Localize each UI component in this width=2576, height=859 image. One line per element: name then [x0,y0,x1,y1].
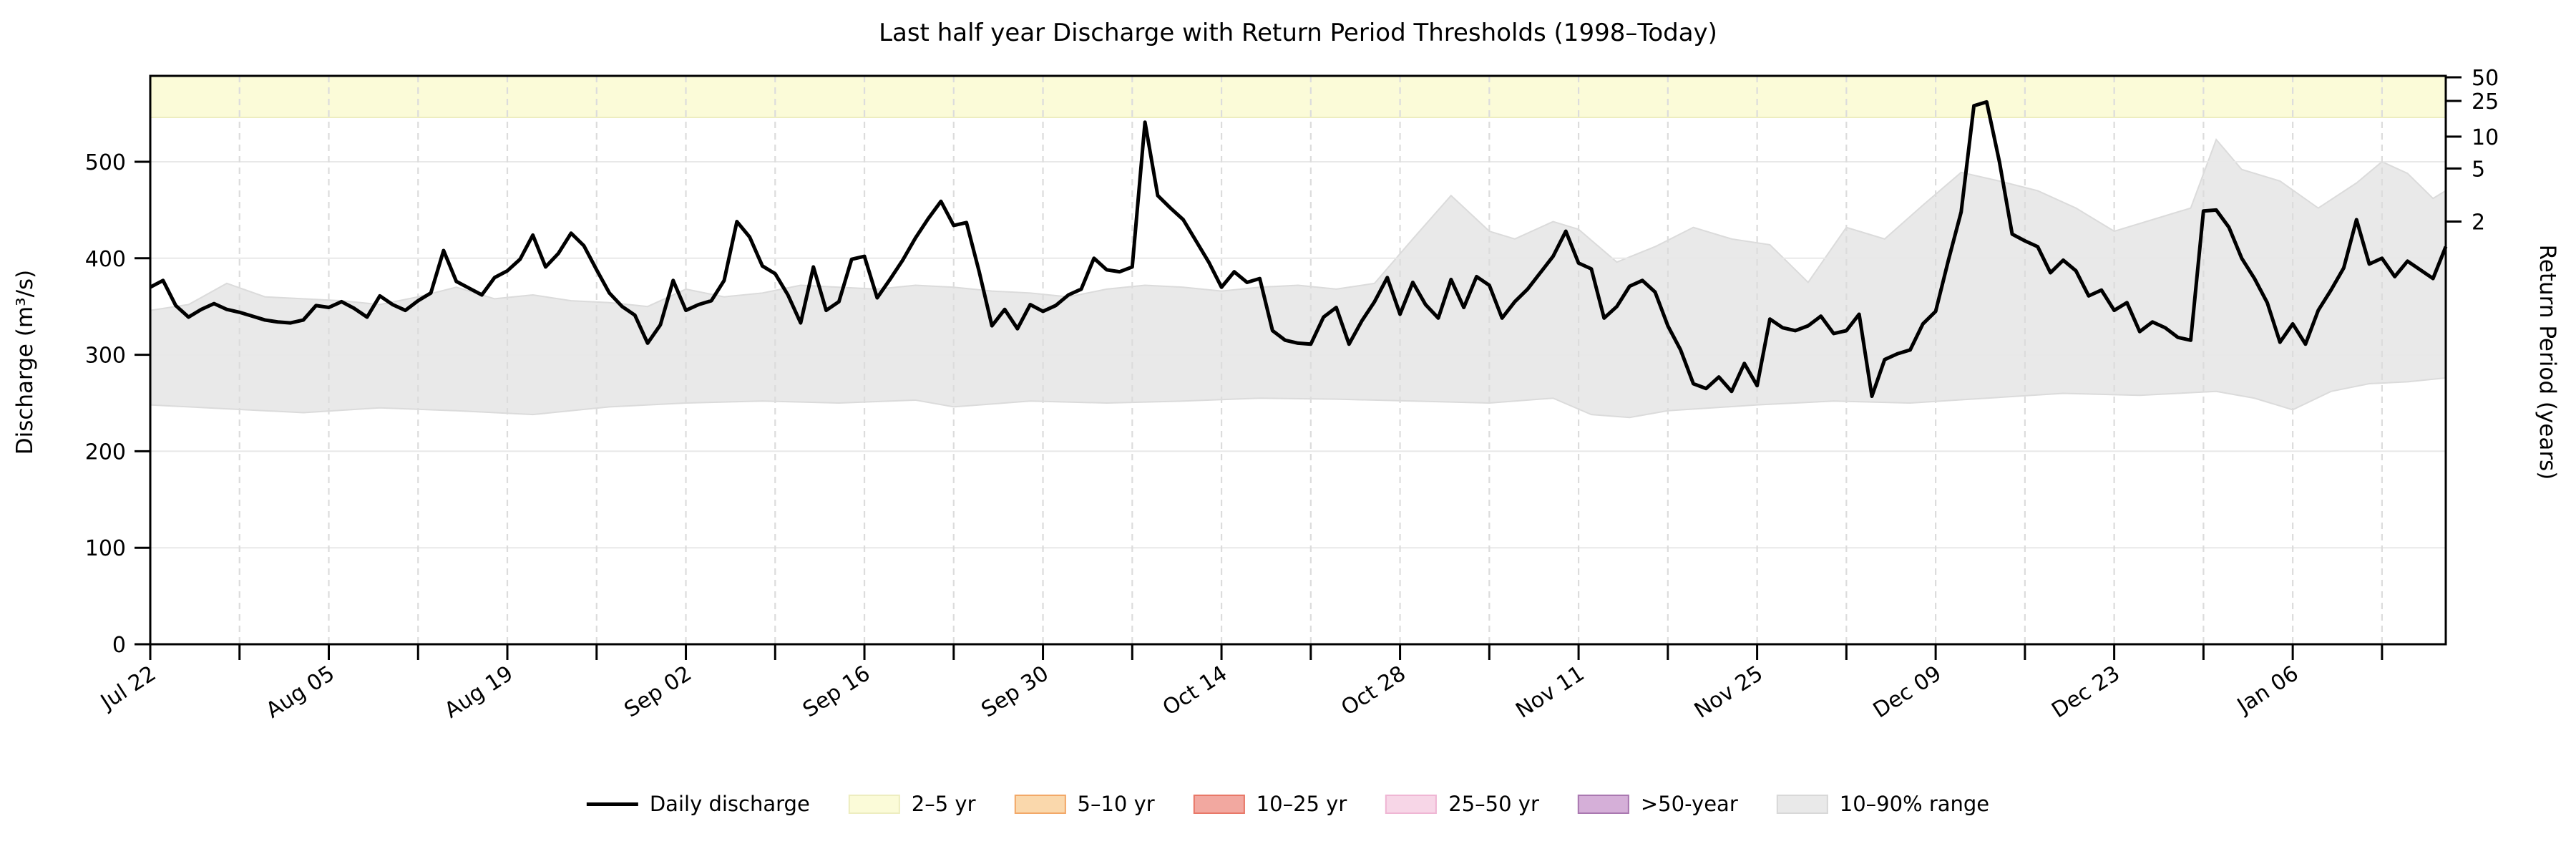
x-tick-label: Nov 25 [1690,661,1767,723]
return-period-tick-label: 5 [2472,157,2485,182]
return-period-tick-label: 25 [2472,89,2499,115]
legend-item--50-year: >50-year [1577,792,1738,816]
x-tick-label: Oct 28 [1337,661,1410,721]
legend-item-2-5-yr: 2–5 yr [848,792,976,816]
y-tick-label: 100 [85,536,126,561]
x-tick-label: Aug 05 [262,661,339,723]
plot-frame [149,74,2447,646]
x-tick-label: Jul 22 [95,661,160,715]
x-tick-label: Dec 23 [2047,661,2124,723]
y-tick-label: 400 [85,247,126,272]
return-period-tick-label: 2 [2472,210,2485,236]
x-tick-label: Dec 09 [1869,661,1946,723]
legend-label: 10–25 yr [1256,792,1347,816]
x-tick-label: Aug 19 [440,661,517,723]
legend-item-25-50-yr: 25–50 yr [1385,792,1539,816]
daily-discharge-line [149,100,2448,399]
legend-patch-swatch [1385,794,1438,814]
x-tick-label: Sep 16 [799,661,875,722]
legend-label: 25–50 yr [1448,792,1539,816]
x-tick-label: Sep 02 [620,661,696,722]
chart-title: Last half year Discharge with Return Per… [879,19,1717,47]
return-period-tick-label: 10 [2472,125,2499,150]
y-tick-label: 200 [85,440,126,465]
legend-patch-swatch [1776,794,1828,814]
x-tick-label: Nov 11 [1511,661,1589,723]
x-tick-label: Oct 14 [1158,661,1232,721]
legend-patch-swatch [848,794,900,814]
x-tick-label: Jan 06 [2232,661,2303,719]
legend-label: >50-year [1640,792,1738,816]
legend-label: Daily discharge [649,792,810,816]
legend-label: 10–90% range [1839,792,1990,816]
return-period-tick-label: 50 [2472,66,2499,91]
legend-item-10-25-yr: 10–25 yr [1193,792,1347,816]
legend-item-10-90-range: 10–90% range [1776,792,1990,816]
x-tick-label: Sep 30 [977,661,1053,722]
y-tick-label: 0 [112,633,126,658]
y-tick-label: 300 [85,344,126,369]
legend-patch-swatch [1193,794,1245,814]
legend-patch-swatch [1014,794,1066,814]
legend-item-daily-discharge: Daily discharge [586,792,810,816]
y-tick-label: 500 [85,150,126,175]
legend-item-5-10-yr: 5–10 yr [1014,792,1155,816]
legend-patch-swatch [1577,794,1629,814]
legend-label: 5–10 yr [1077,792,1155,816]
legend-label: 2–5 yr [911,792,976,816]
threshold-band-2-5yr [150,76,2446,117]
legend-line-swatch [586,802,638,806]
legend: Daily discharge 2–5 yr 5–10 yr 10–25 yr 25–5… [586,792,1990,816]
